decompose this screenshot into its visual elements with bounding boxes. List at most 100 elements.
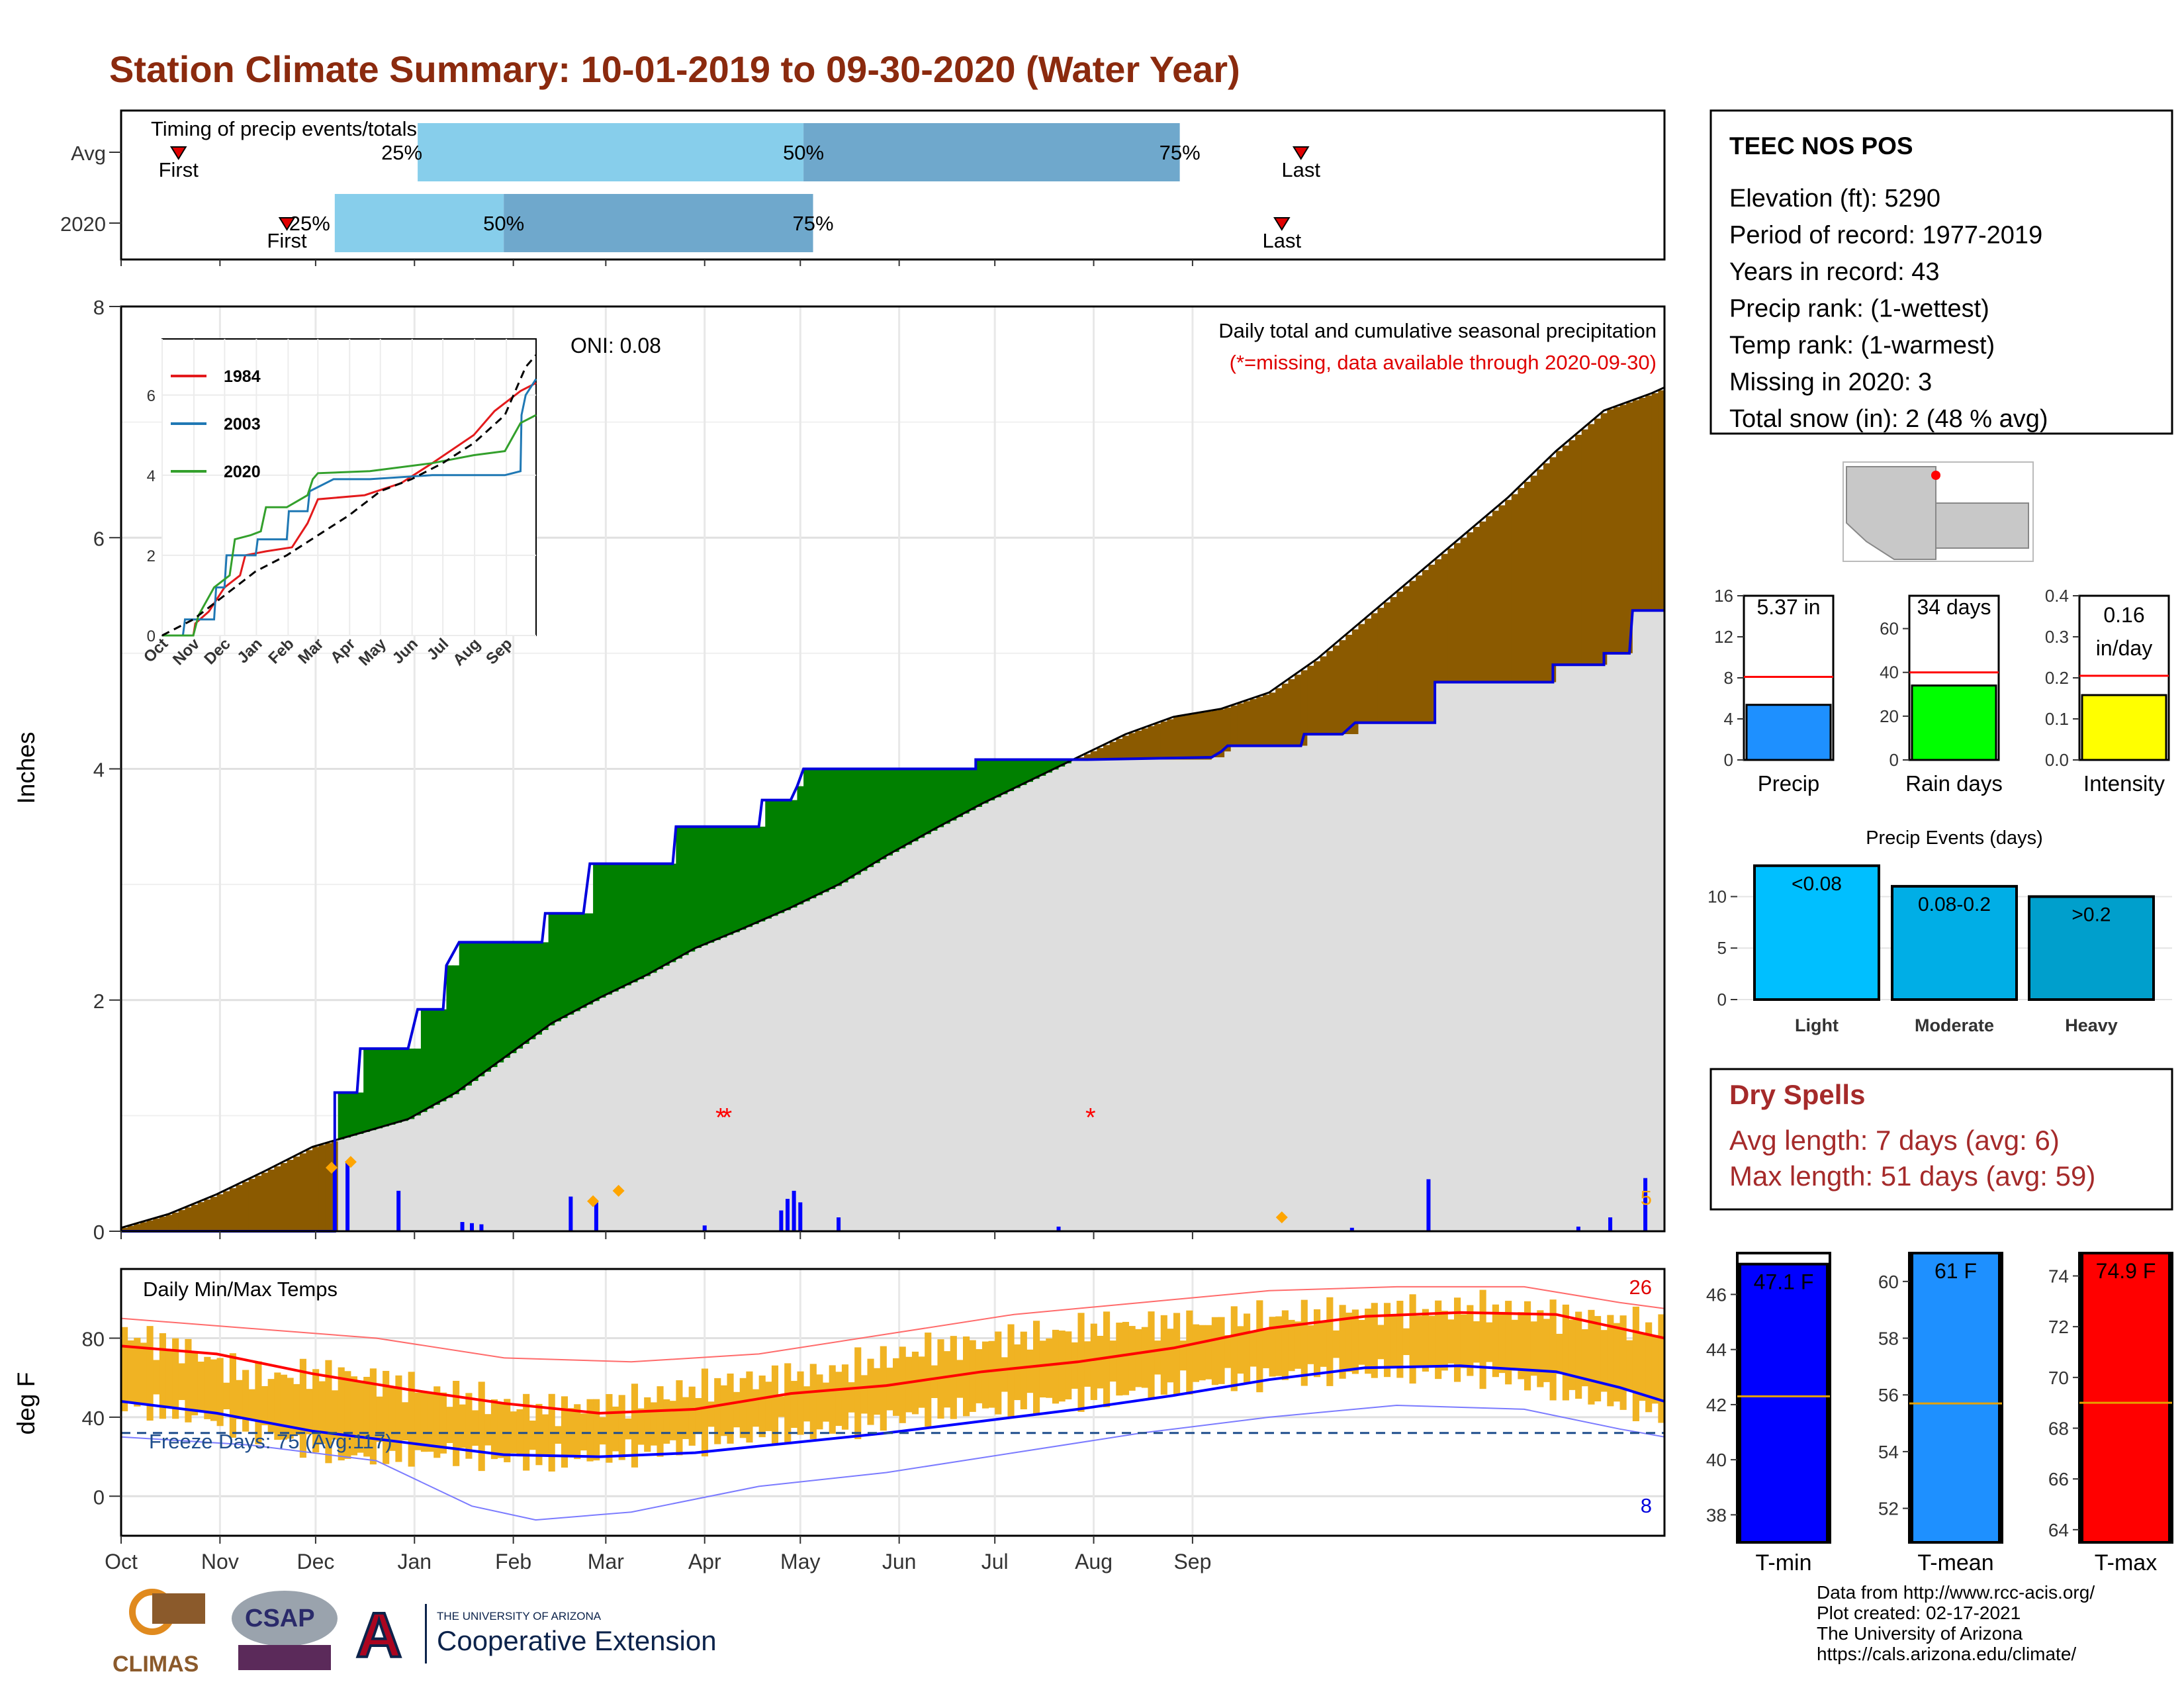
daily-temp-bar (1026, 1349, 1034, 1393)
precip-common-area (950, 820, 958, 1231)
daily-temp-bar (210, 1359, 218, 1421)
precip-difference-fill (516, 942, 523, 1049)
precip-common-area (1275, 745, 1283, 1231)
daily-temp-bar (1556, 1333, 1563, 1374)
precip-common-area (1651, 610, 1659, 1231)
daily-temp-bar (134, 1338, 141, 1407)
precip-difference-fill (376, 1049, 383, 1129)
daily-temp-bar (1103, 1311, 1111, 1407)
precip-difference-fill (1473, 526, 1480, 682)
footer-line: https://cals.arizona.edu/climate/ (1817, 1644, 2077, 1664)
precip-common-area (841, 882, 849, 1231)
daily-precip-bar (837, 1217, 841, 1231)
precip-difference-fill (937, 769, 944, 827)
bar-value-label: in/day (2096, 636, 2152, 660)
daily-temp-bar (1281, 1310, 1289, 1380)
precip-difference-fill (1211, 710, 1219, 758)
daily-temp-bar (637, 1408, 645, 1445)
precip-difference-fill (586, 913, 594, 1005)
precip-common-area (1046, 773, 1053, 1231)
location-map (1843, 461, 2034, 562)
daily-temp-bar (1052, 1329, 1060, 1404)
precip-ytick-label: 2 (93, 990, 105, 1013)
precip-difference-fill (886, 769, 893, 856)
daily-temp-bar (1065, 1331, 1072, 1399)
precip-difference-fill (1148, 726, 1155, 760)
precip-difference-fill (433, 1009, 441, 1105)
precip-common-area (586, 1004, 594, 1231)
precip-missing-caption: (*=missing, data available through 2020-… (1230, 351, 1657, 374)
precip-difference-fill (510, 942, 518, 1054)
inset-ytick-label: 0 (147, 628, 156, 645)
daily-precip-bar (702, 1225, 707, 1231)
precip-difference-fill (599, 863, 607, 998)
station-box-frame (1709, 109, 2173, 435)
daily-precip-bar (396, 1190, 401, 1231)
precip-difference-fill (338, 1092, 345, 1140)
precip-difference-fill (1058, 759, 1066, 767)
precip-common-area (893, 852, 900, 1231)
bar-value-label: 34 days (1917, 595, 1991, 619)
month-tick-label: Sep (1173, 1550, 1211, 1573)
precip-common-area (1179, 759, 1187, 1231)
precip-common-area (803, 901, 811, 1231)
timing-bar-25-50 (334, 194, 504, 252)
precip-difference-fill (1109, 741, 1117, 760)
timing-first-label: First (159, 158, 199, 181)
timing-row-label: Avg (71, 142, 106, 165)
precip-difference-fill (1588, 424, 1595, 665)
timing-percent-label: 25% (381, 141, 422, 164)
precip-difference-fill (420, 1009, 428, 1112)
daily-temp-bar (1307, 1325, 1314, 1364)
dry-spells-avg: Avg length: 7 days (avg: 6) (1729, 1125, 2060, 1156)
precip-difference-fill (574, 913, 581, 1011)
daily-temp-bar (287, 1378, 294, 1439)
precip-difference-fill (637, 863, 645, 980)
daily-temp-bar (1588, 1309, 1595, 1405)
daily-temp-bar (484, 1414, 492, 1446)
precip-common-area (880, 859, 887, 1231)
timing-first-label: First (267, 229, 307, 252)
daily-temp-bar (191, 1352, 199, 1416)
precip-difference-fill (465, 942, 473, 1086)
daily-temp-bar (1058, 1331, 1066, 1402)
precip-common-area (1205, 759, 1212, 1231)
precip-difference-fill (1314, 661, 1321, 735)
precip-difference-fill (1460, 538, 1468, 682)
daily-temp-bar (357, 1380, 364, 1453)
daily-temp-bar (146, 1326, 154, 1421)
daily-temp-bar (1645, 1322, 1653, 1413)
precip-difference-fill (809, 769, 817, 899)
precip-common-area (1460, 682, 1468, 1231)
precip-difference-fill (816, 769, 823, 896)
daily-temp-bar (1314, 1309, 1321, 1378)
temp-summary-ytick-label: 68 (2048, 1419, 2069, 1439)
bar-precip (1745, 704, 1832, 761)
precip-difference-fill (911, 769, 919, 842)
daily-temp-bar (1377, 1325, 1385, 1360)
daily-temp-bar (427, 1392, 434, 1452)
precip-difference-fill (567, 913, 574, 1015)
daily-temp-bar (969, 1340, 976, 1412)
precip-common-area (1518, 682, 1525, 1231)
precip-difference-fill (1409, 581, 1416, 723)
daily-temp-bar (1505, 1301, 1512, 1385)
daily-temp-bar (312, 1369, 320, 1453)
daily-temp-bar (1479, 1289, 1486, 1389)
precip-common-area (1237, 745, 1244, 1231)
daily-temp-bar (1543, 1319, 1551, 1382)
precip-difference-fill (867, 769, 874, 867)
precip-difference-fill (267, 1169, 275, 1231)
precip-common-area (1345, 734, 1353, 1231)
precip-difference-fill (561, 913, 569, 1018)
precip-common-area (874, 863, 881, 1231)
precip-difference-fill (1186, 714, 1193, 760)
precip-difference-fill (1192, 714, 1200, 760)
daily-temp-bar (899, 1346, 906, 1423)
daily-temp-bar (165, 1349, 173, 1407)
precip-difference-fill (1300, 670, 1308, 746)
precip-difference-fill (1160, 721, 1168, 760)
precip-common-area (1505, 682, 1512, 1231)
events-ytick-label: 10 (1707, 886, 1727, 906)
precip-common-area (427, 1108, 434, 1231)
